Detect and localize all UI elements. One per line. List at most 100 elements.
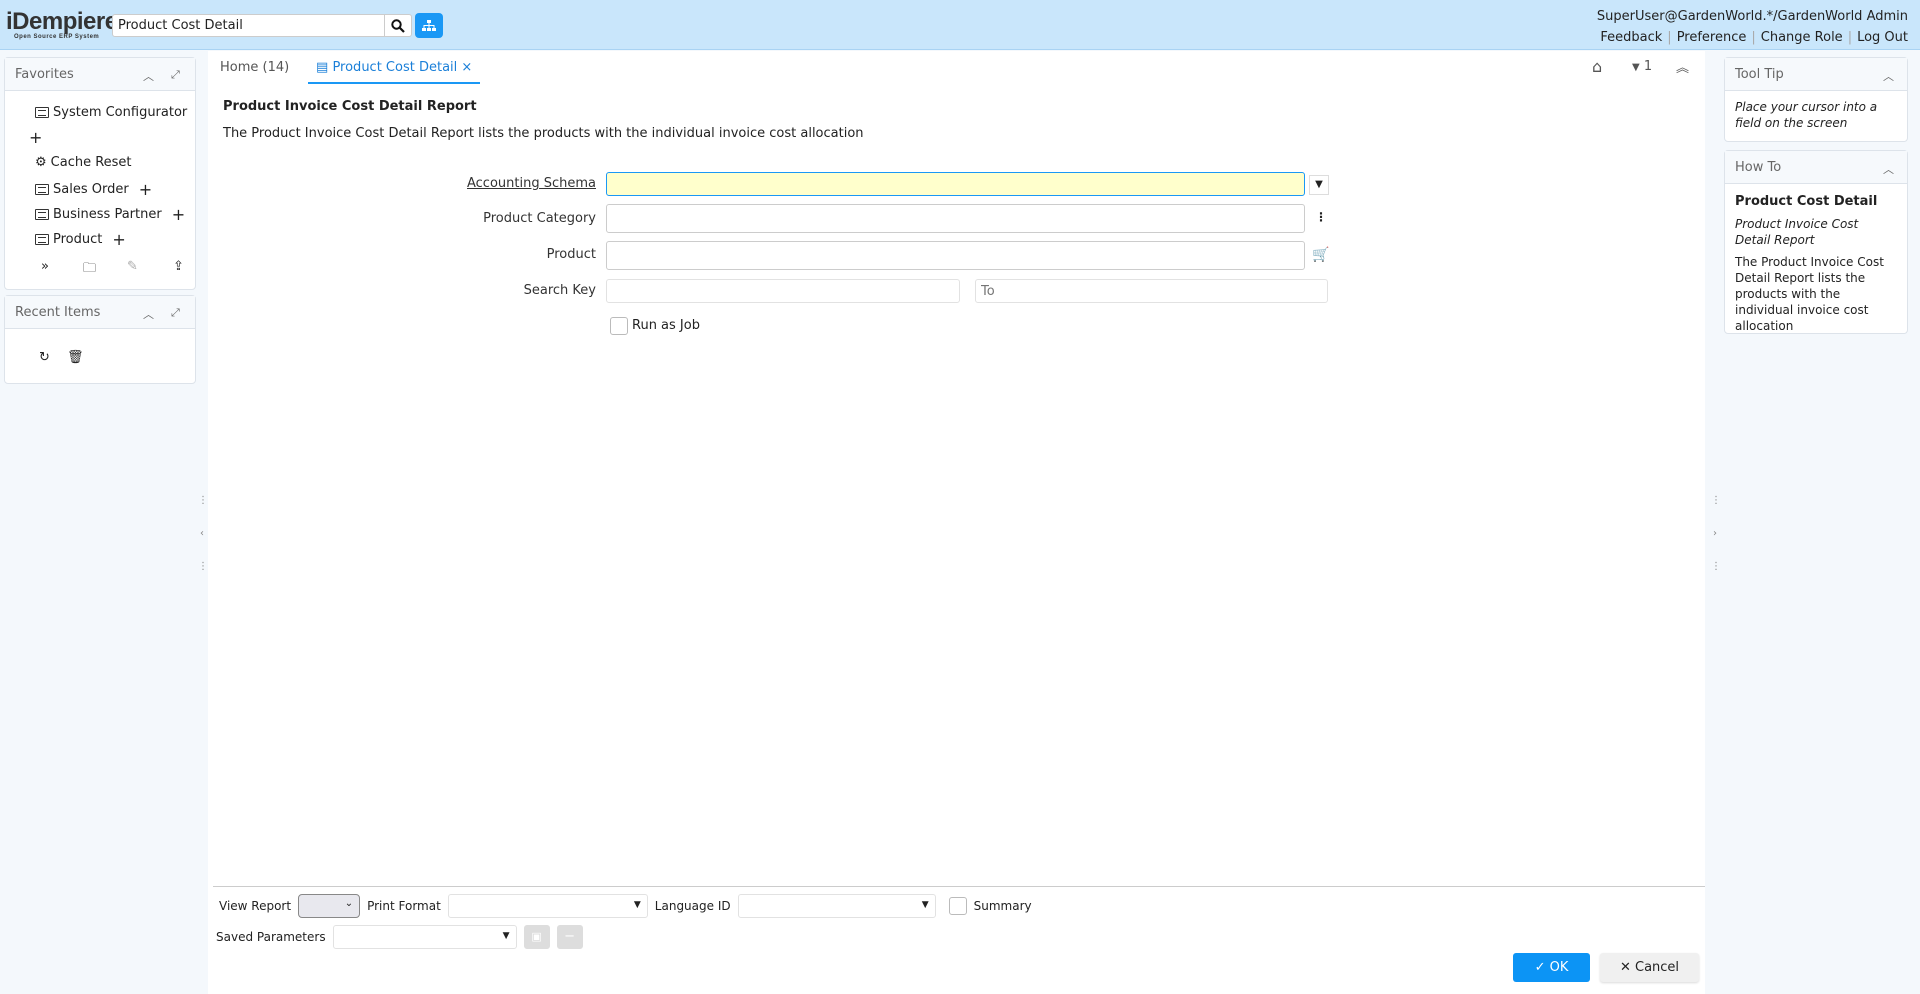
accounting-schema-label[interactable]: Accounting Schema: [467, 176, 596, 191]
add-icon[interactable]: +: [29, 128, 43, 147]
divider: [213, 886, 1705, 887]
saved-parameters-field[interactable]: ▼: [332, 924, 517, 949]
folder-icon[interactable]: 🗀: [83, 261, 97, 276]
add-icon[interactable]: +: [138, 180, 153, 199]
window-icon: [35, 107, 49, 118]
favorite-label: Product: [53, 232, 103, 247]
cancel-button[interactable]: ✕ Cancel: [1600, 953, 1699, 982]
run-as-job-checkbox[interactable]: [610, 317, 628, 335]
howto-title: How To: [1735, 159, 1782, 175]
expand-icon[interactable]: ⤢: [171, 68, 180, 81]
main-content: Home (14) ▤ Product Cost Detail × ⌂ ▼ 1 …: [208, 51, 1705, 994]
howto-heading: Product Cost Detail: [1735, 194, 1878, 209]
view-report-label: View Report: [219, 898, 292, 913]
logout-link[interactable]: Log Out: [1857, 30, 1908, 45]
refresh-icon[interactable]: ↻: [39, 350, 50, 365]
tab-home[interactable]: Home (14): [220, 60, 290, 75]
print-format-label: Print Format: [367, 898, 441, 913]
ok-button[interactable]: ✓ OK: [1513, 953, 1590, 982]
favorite-label: Sales Order: [53, 182, 129, 197]
user-role-label: SuperUser@GardenWorld.*/GardenWorld Admi…: [1596, 9, 1908, 24]
product-category-field[interactable]: [606, 204, 1305, 233]
summary-checkbox[interactable]: [948, 896, 967, 915]
left-splitter[interactable]: ⋮ ‹ ⋮: [198, 495, 208, 572]
cancel-label: Cancel: [1635, 960, 1680, 975]
accounting-schema-field[interactable]: [606, 172, 1305, 196]
change-role-link[interactable]: Change Role: [1760, 30, 1843, 45]
caret-down-icon: ▼: [1632, 62, 1640, 73]
search-key-to-field[interactable]: [975, 279, 1328, 303]
feedback-link[interactable]: Feedback: [1600, 30, 1663, 45]
saved-parameters-label: Saved Parameters: [216, 929, 326, 944]
report-icon: ▤: [316, 60, 329, 75]
idempiere-logo[interactable]: iDempiere Open Source ERP System: [6, 10, 118, 41]
add-icon[interactable]: +: [171, 205, 186, 224]
caret-down-icon[interactable]: ▼: [502, 930, 510, 941]
add-icon[interactable]: +: [112, 230, 126, 249]
run-as-job-label: Run as Job: [632, 318, 700, 333]
favorite-label: Business Partner: [53, 207, 162, 222]
saved-parameters-row: Saved Parameters ▼ ▣ −: [216, 924, 583, 949]
delete-parameters-button[interactable]: −: [556, 924, 583, 949]
favorite-business-partner[interactable]: Business Partner +: [35, 205, 185, 224]
expand-icon[interactable]: ⤢: [171, 306, 180, 319]
tooltip-panel: Tool Tip ︿ Place your cursor into a field…: [1724, 57, 1908, 142]
window-list-dropdown[interactable]: ▼ 1: [1632, 59, 1652, 74]
favorite-label: Cache Reset: [50, 155, 132, 170]
product-label: Product: [546, 247, 596, 262]
recent-items-title: Recent Items: [15, 304, 101, 320]
save-parameters-button[interactable]: ▣: [523, 924, 550, 949]
caret-down-icon[interactable]: ▼: [921, 899, 929, 910]
howto-panel: How To ︿ Product Cost Detail Product Invo…: [1724, 150, 1908, 334]
window-count: 1: [1643, 59, 1653, 74]
edit-icon[interactable]: ✎: [127, 259, 138, 274]
cart-icon[interactable]: 🛒: [1312, 247, 1330, 263]
language-id-field[interactable]: ▼: [737, 893, 936, 918]
favorite-sales-order[interactable]: Sales Order +: [35, 180, 152, 199]
collapse-icon[interactable]: ︿: [143, 308, 154, 321]
caret-down-icon[interactable]: ▼: [633, 899, 641, 910]
search-icon[interactable]: [384, 15, 411, 36]
favorite-cache-reset[interactable]: ⚙ Cache Reset: [35, 155, 132, 170]
tab-label: Product Cost Detail: [332, 60, 458, 75]
check-icon: ✓: [1534, 960, 1546, 975]
search-key-label: Search Key: [523, 283, 596, 298]
logo-subtitle: Open Source ERP System: [14, 34, 100, 40]
expand-all-icon[interactable]: »: [41, 259, 49, 274]
ok-label: OK: [1549, 960, 1569, 975]
home-icon[interactable]: ⌂: [1592, 57, 1603, 76]
favorites-title: Favorites: [15, 66, 74, 82]
global-search-input[interactable]: [113, 15, 384, 36]
product-field[interactable]: [606, 241, 1305, 270]
collapse-icon[interactable]: ︿: [143, 70, 154, 83]
howto-subtitle: Product Invoice Cost Detail Report: [1735, 217, 1859, 247]
recent-items-panel: Recent Items ︿ ⤢ ↻ 🗑: [4, 295, 196, 384]
sitemap-icon: [422, 19, 436, 31]
share-icon[interactable]: ⇪: [173, 259, 184, 274]
language-id-label: Language ID: [654, 898, 731, 913]
process-title: Product Invoice Cost Detail Report: [223, 99, 477, 114]
view-report-select[interactable]: ⌄: [298, 893, 361, 918]
tab-product-cost-detail[interactable]: ▤ Product Cost Detail ×: [308, 51, 481, 84]
process-description: The Product Invoice Cost Detail Report l…: [223, 126, 864, 141]
collapse-icon[interactable]: ︿: [1883, 163, 1894, 176]
close-icon[interactable]: ×: [461, 60, 473, 75]
summary-label: Summary: [973, 898, 1032, 913]
chevron-down-icon: ⌄: [344, 897, 354, 909]
tooltip-text: Place your cursor into a field on the sc…: [1735, 100, 1878, 130]
favorite-product[interactable]: Product +: [35, 230, 126, 249]
caret-down-icon[interactable]: ▼: [1309, 175, 1329, 195]
window-icon: [35, 234, 49, 245]
more-vertical-icon[interactable]: ⋮: [1315, 210, 1327, 224]
double-chevron-up-icon[interactable]: ︽: [1676, 61, 1690, 76]
print-format-field[interactable]: ▼: [447, 893, 648, 918]
favorite-system-configurator[interactable]: System Configurator: [35, 105, 187, 120]
preference-link[interactable]: Preference: [1676, 30, 1747, 45]
tooltip-title: Tool Tip: [1735, 66, 1784, 82]
right-splitter[interactable]: ⋮ › ⋮: [1711, 495, 1721, 572]
collapse-icon[interactable]: ︿: [1883, 70, 1894, 83]
search-key-field[interactable]: [606, 279, 960, 303]
trash-icon[interactable]: 🗑: [67, 350, 84, 365]
sitemap-button[interactable]: [415, 13, 443, 38]
